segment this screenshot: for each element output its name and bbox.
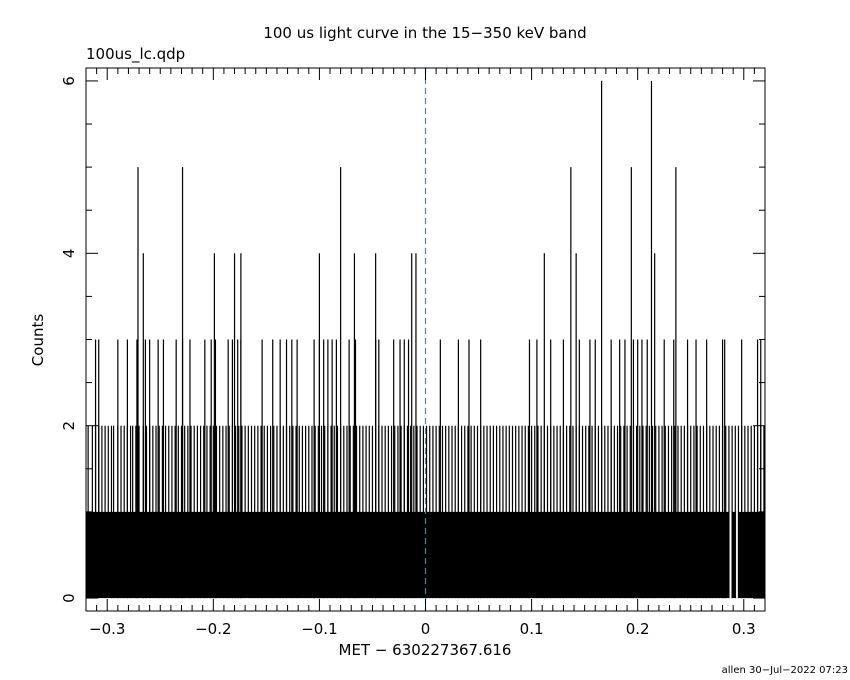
x-tick-label: 0 xyxy=(421,620,431,638)
x-tick-label: 0.1 xyxy=(520,620,544,638)
x-tick-label: −0.1 xyxy=(301,620,337,638)
y-ticks: 0 2 4 6 xyxy=(60,76,765,603)
y-tick-label: 0 xyxy=(60,593,78,603)
y-tick-label: 6 xyxy=(60,76,78,86)
chart-subtitle: 100us_lc.qdp xyxy=(86,45,185,64)
bars-layer xyxy=(86,80,765,599)
y-axis-label: Counts xyxy=(29,314,47,367)
x-tick-label: −0.2 xyxy=(195,620,231,638)
footer-text: allen 30−Jul−2022 07:23 xyxy=(722,665,848,676)
y-tick-label: 2 xyxy=(60,421,78,431)
x-ticks: −0.3 −0.2 −0.1 0 0.1 0.2 0.3 xyxy=(85,68,766,638)
chart-title: 100 us light curve in the 15−350 keV ban… xyxy=(263,24,586,42)
x-tick-label: 0.2 xyxy=(626,620,650,638)
x-axis-label: MET − 630227367.616 xyxy=(339,641,512,659)
y-tick-label: 4 xyxy=(60,249,78,259)
x-tick-label: 0.3 xyxy=(732,620,756,638)
x-tick-label: −0.3 xyxy=(89,620,125,638)
